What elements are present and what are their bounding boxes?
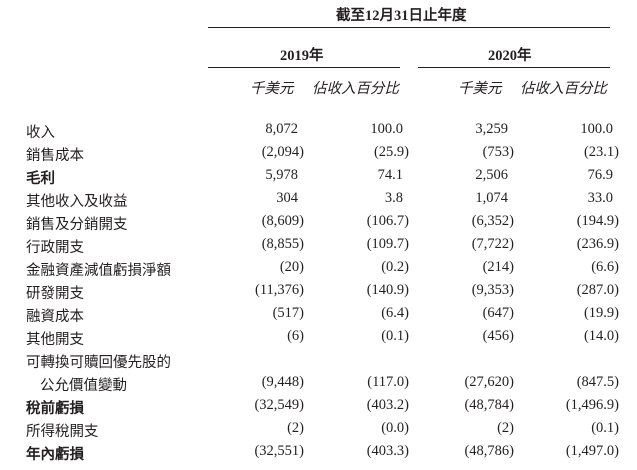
subheader-pct-2020: 佔收入百分比: [520, 81, 607, 97]
table-row: 可轉換可贖回優先股的: [0, 351, 637, 373]
row-label: 收入: [26, 125, 55, 141]
table-row: 其他開支 (6) (0.1) (456) (14.0): [0, 328, 637, 350]
table-row: 其他收入及收益 304 3.8 1,074 33.0: [0, 190, 637, 212]
cell-usd-2020: (456): [482, 328, 514, 344]
cell-usd-2020: 3,259: [475, 121, 508, 137]
year-2019-rule: [208, 67, 400, 68]
subheader-usd-2020: 千美元: [458, 81, 502, 97]
cell-usd-2019: (9,448): [261, 374, 304, 390]
cell-pct-2019: (6.4): [381, 305, 409, 321]
cell-pct-2019: (106.7): [366, 213, 409, 229]
row-label: 其他開支: [26, 332, 84, 348]
cell-pct-2019: (0.1): [381, 328, 409, 344]
table-row: 研發開支 (11,376) (140.9) (9,353) (287.0): [0, 282, 637, 304]
cell-pct-2019: (0.0): [381, 420, 409, 436]
cell-pct-2020: (1,497.0): [565, 443, 619, 459]
row-label: 年內虧損: [26, 447, 84, 463]
table-row: 銷售及分銷開支 (8,609) (106.7) (6,352) (194.9): [0, 213, 637, 235]
cell-usd-2019: (8,609): [261, 213, 304, 229]
cell-pct-2019: (403.2): [366, 397, 409, 413]
cell-pct-2020: (236.9): [576, 236, 619, 252]
cell-pct-2019: (0.2): [381, 259, 409, 275]
cell-pct-2020: 33.0: [587, 190, 613, 206]
cell-usd-2019: (32,551): [254, 443, 304, 459]
row-label: 銷售成本: [26, 148, 84, 164]
row-label: 銷售及分銷開支: [26, 217, 128, 233]
cell-usd-2020: (753): [482, 144, 514, 160]
row-label: 可轉換可贖回優先股的: [26, 355, 171, 371]
cell-usd-2020: (48,784): [464, 397, 514, 413]
period-header: 截至12月31日止年度: [336, 8, 467, 24]
table-row: 融資成本 (517) (6.4) (647) (19.9): [0, 305, 637, 327]
table-row: 年內虧損 (32,551) (403.3) (48,786) (1,497.0): [0, 443, 637, 465]
cell-pct-2020: 100.0: [580, 121, 613, 137]
row-label: 研發開支: [26, 286, 84, 302]
cell-usd-2020: (27,620): [464, 374, 514, 390]
cell-usd-2019: (8,855): [261, 236, 304, 252]
subheader-usd-2019: 千美元: [250, 81, 294, 97]
cell-usd-2020: (9,353): [471, 282, 514, 298]
table-row: 銷售成本 (2,094) (25.9) (753) (23.1): [0, 144, 637, 166]
cell-usd-2020: (48,786): [464, 443, 514, 459]
subheader-pct-2019: 佔收入百分比: [312, 81, 399, 97]
row-label: 金融資產減值虧損淨額: [26, 263, 171, 279]
cell-pct-2020: (847.5): [576, 374, 619, 390]
cell-usd-2020: (6,352): [471, 213, 514, 229]
cell-pct-2019: 74.1: [377, 167, 403, 183]
row-label: 行政開支: [26, 240, 84, 256]
table-row: 行政開支 (8,855) (109.7) (7,722) (236.9): [0, 236, 637, 258]
cell-pct-2020: (194.9): [576, 213, 619, 229]
cell-usd-2019: 304: [276, 190, 298, 206]
cell-pct-2019: (117.0): [367, 374, 409, 390]
cell-pct-2020: (287.0): [576, 282, 619, 298]
year-2020-header: 2020年: [488, 48, 532, 64]
cell-pct-2020: (1,496.9): [565, 397, 619, 413]
header-rule: [208, 27, 610, 28]
table-row: 公允價值變動 (9,448) (117.0) (27,620) (847.5): [0, 374, 637, 396]
cell-usd-2019: (6): [287, 328, 304, 344]
year-2019-header: 2019年: [280, 48, 324, 64]
cell-pct-2019: 100.0: [370, 121, 403, 137]
cell-usd-2020: (214): [482, 259, 514, 275]
cell-usd-2019: (2,094): [261, 144, 304, 160]
row-label: 融資成本: [26, 309, 84, 325]
cell-usd-2020: 2,506: [475, 167, 508, 183]
cell-usd-2020: (7,722): [471, 236, 514, 252]
row-label: 毛利: [26, 171, 55, 187]
year-2020-rule: [418, 67, 610, 68]
cell-usd-2020: 1,074: [475, 190, 508, 206]
cell-pct-2019: (140.9): [366, 282, 409, 298]
cell-usd-2019: (11,376): [255, 282, 304, 298]
cell-usd-2019: (32,549): [254, 397, 304, 413]
cell-pct-2019: (109.7): [366, 236, 409, 252]
row-label: 公允價值變動: [40, 378, 127, 394]
row-label: 所得稅開支: [26, 424, 99, 440]
table-row: 稅前虧損 (32,549) (403.2) (48,784) (1,496.9): [0, 397, 637, 419]
row-label: 稅前虧損: [26, 401, 84, 417]
table-row: 所得稅開支 (2) (0.0) (2) (0.1): [0, 420, 637, 442]
cell-usd-2019: (517): [272, 305, 304, 321]
cell-pct-2020: (23.1): [583, 144, 619, 160]
cell-usd-2019: (20): [279, 259, 304, 275]
cell-usd-2019: 5,978: [265, 167, 298, 183]
cell-usd-2020: (647): [482, 305, 514, 321]
cell-pct-2020: 76.9: [587, 167, 613, 183]
cell-pct-2020: (19.9): [583, 305, 619, 321]
table-row: 收入 8,072 100.0 3,259 100.0: [0, 121, 637, 143]
cell-pct-2020: (14.0): [583, 328, 619, 344]
cell-pct-2019: (25.9): [373, 144, 409, 160]
table-row: 金融資產減值虧損淨額 (20) (0.2) (214) (6.6): [0, 259, 637, 281]
cell-usd-2019: 8,072: [265, 121, 298, 137]
cell-pct-2020: (0.1): [591, 420, 619, 436]
cell-usd-2020: (2): [497, 420, 514, 436]
cell-pct-2019: 3.8: [384, 190, 403, 206]
cell-pct-2019: (403.3): [366, 443, 409, 459]
cell-usd-2019: (2): [287, 420, 304, 436]
row-label: 其他收入及收益: [26, 194, 128, 210]
table-row: 毛利 5,978 74.1 2,506 76.9: [0, 167, 637, 189]
cell-pct-2020: (6.6): [591, 259, 619, 275]
